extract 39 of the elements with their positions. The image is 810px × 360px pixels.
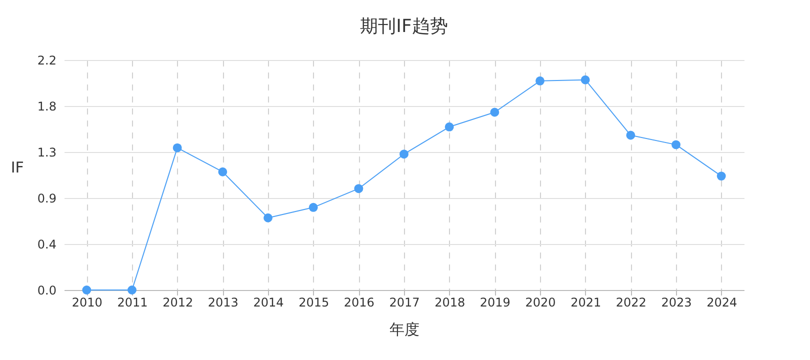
point xyxy=(264,213,272,222)
x-axis-title: 年度 xyxy=(390,320,420,338)
y-tick-label: 1.8 xyxy=(37,100,56,114)
point xyxy=(490,108,500,117)
point xyxy=(536,76,544,86)
x-tick-label: 2012 xyxy=(162,296,194,310)
point xyxy=(626,130,636,140)
x-tick-label: 2018 xyxy=(434,296,466,310)
point xyxy=(354,184,364,194)
y-tick-label: 0.4 xyxy=(37,238,56,252)
x-tick-label: 2022 xyxy=(616,296,646,310)
x-tick-label: 2020 xyxy=(525,296,556,310)
x-tick-label: 2013 xyxy=(208,296,238,310)
x-tick-label: 2010 xyxy=(72,296,102,310)
point xyxy=(400,150,408,159)
y-tick-label: 1.3 xyxy=(37,146,56,160)
point xyxy=(672,140,680,150)
point xyxy=(444,122,454,132)
x-tick-label: 2011 xyxy=(117,296,148,310)
point xyxy=(716,172,726,181)
y-tick-label: 0.9 xyxy=(37,192,56,206)
y-axis-title: IF xyxy=(10,158,24,176)
point xyxy=(172,143,182,152)
x-tick-label: 2019 xyxy=(480,296,510,310)
chart-title: 期刊IF趋势 xyxy=(360,16,448,37)
x-tick-label: 2014 xyxy=(253,296,284,310)
point xyxy=(82,286,92,294)
point xyxy=(128,286,136,294)
y-tick-label: 0.0 xyxy=(37,284,56,298)
x-tick-label: 2015 xyxy=(298,296,330,310)
x-tick-label: 2023 xyxy=(661,296,692,310)
point xyxy=(218,167,228,176)
point xyxy=(308,202,318,212)
x-tick-label: 2024 xyxy=(706,296,738,310)
y-tick-label: 2.2 xyxy=(37,54,56,68)
x-tick-label: 2021 xyxy=(570,296,602,310)
x-tick-label: 2017 xyxy=(389,296,420,310)
x-tick-label: 2016 xyxy=(344,296,374,310)
point xyxy=(580,75,590,84)
